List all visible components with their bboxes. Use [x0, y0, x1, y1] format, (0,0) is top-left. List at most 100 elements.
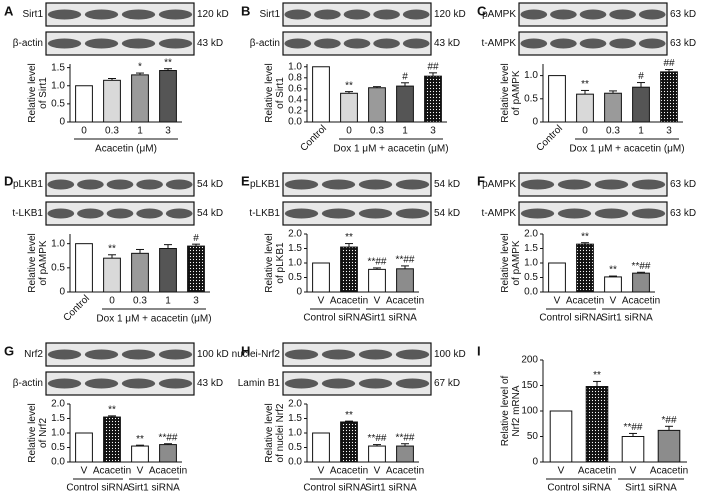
bar	[187, 245, 205, 293]
blot-band	[314, 9, 341, 20]
bar	[368, 445, 386, 463]
blot-label: β-actin	[13, 378, 43, 389]
blot-band	[165, 179, 193, 190]
y-tick-label: 100	[521, 406, 538, 417]
blot-label: t-AMPK	[482, 38, 517, 49]
blot-band	[609, 38, 636, 49]
blot-size: 67 kD	[434, 378, 460, 389]
bar	[396, 268, 414, 293]
bar	[632, 86, 650, 123]
x-tick-label: V	[554, 296, 561, 307]
significance-label: ##	[663, 58, 675, 69]
significance-label: **	[108, 405, 116, 416]
y-tick-label: 1.5	[51, 62, 65, 73]
blot-band	[121, 9, 156, 20]
blot-band	[638, 38, 666, 49]
bar	[660, 71, 678, 123]
blot-band	[631, 179, 666, 190]
y-tick-label: 1.0	[288, 61, 302, 72]
bar	[576, 93, 594, 123]
bar	[604, 92, 622, 123]
y-tick-label: 0	[532, 117, 538, 128]
x-tick-label: V	[318, 466, 325, 477]
y-axis-label-line: of pAMPK	[38, 240, 49, 285]
blot-band	[550, 9, 577, 20]
significance-label: **##	[624, 422, 643, 433]
blot-size: 43 kD	[197, 38, 223, 49]
blot-band	[579, 38, 607, 49]
blot-band	[358, 179, 393, 190]
blot-label: pLKB1	[250, 179, 280, 190]
bar	[103, 416, 121, 463]
panel-letter: D	[4, 173, 13, 188]
blot-band	[373, 9, 400, 20]
x-tick-label: Acacetin	[578, 466, 616, 477]
panel-letter: I	[477, 343, 481, 358]
significance-label: **##	[396, 432, 415, 443]
blot-size: 54 kD	[434, 179, 460, 190]
bar	[368, 87, 386, 123]
y-tick-label: 0.5	[51, 262, 65, 273]
y-tick-label: 1.5	[51, 413, 65, 424]
y-axis-label-line: of pLKB1	[275, 242, 286, 284]
blot-size: 54 kD	[197, 179, 223, 190]
blot-label: Sirt1	[22, 9, 43, 20]
bar	[340, 92, 358, 123]
blot-band	[343, 9, 371, 20]
y-tick-label: 0.5	[288, 272, 302, 283]
bar	[424, 75, 442, 123]
blot-band	[47, 208, 75, 219]
y-tick-label: 0	[296, 287, 302, 298]
blot-band	[136, 179, 163, 190]
significance-label: **	[581, 231, 589, 242]
blot-band	[47, 378, 82, 389]
significance-label: **	[609, 265, 617, 276]
bar	[657, 429, 681, 463]
blot-band	[557, 208, 592, 219]
y-tick-label: 2.0	[288, 229, 302, 240]
y-tick-label: 2.0	[524, 229, 538, 240]
blot-band	[594, 179, 629, 190]
y-axis-label-line: Relative level	[264, 233, 275, 292]
x-tick-label: 0	[109, 296, 115, 307]
y-tick-label: 0	[59, 117, 65, 128]
significance-label: **##	[159, 432, 178, 443]
x-tick-label: Acacetin	[93, 466, 131, 477]
blot-band	[395, 378, 430, 389]
x-tick-label: V	[318, 296, 325, 307]
blot-label: β-actin	[13, 38, 43, 49]
blot-band	[395, 179, 430, 190]
bar	[621, 436, 645, 463]
blot-band	[343, 38, 371, 49]
panel-letter: F	[477, 173, 485, 188]
group-label: Control siRNA	[303, 313, 367, 324]
y-axis-label: Relative levelof pAMPK	[27, 233, 49, 292]
y-tick-label: 0.8	[288, 72, 302, 83]
blot-label: Nrf2	[24, 349, 43, 360]
x-tick-label: 0.3	[133, 296, 147, 307]
panel-letter: H	[241, 343, 250, 358]
x-tick-label: 0	[81, 126, 87, 137]
y-axis-label: Relative level ofNrf2 mRNA	[500, 375, 522, 446]
blot-band	[631, 208, 666, 219]
group-label: Control siRNA	[303, 483, 367, 494]
bar	[576, 243, 594, 293]
y-axis-label-line: Nrf2 mRNA	[511, 385, 522, 436]
blot-band	[402, 9, 430, 20]
blot-band	[373, 38, 400, 49]
blot	[45, 342, 195, 367]
y-tick-label: 1.5	[288, 413, 302, 424]
x-tick-label: 0	[346, 126, 352, 137]
blot-size: 54 kD	[434, 208, 460, 219]
blot-label: nuclei-Nrf2	[232, 349, 281, 360]
blot-band	[284, 179, 319, 190]
y-tick-label: 200	[521, 355, 538, 366]
bar	[396, 85, 414, 123]
significance-label: ##	[427, 61, 439, 72]
x-axis-label: Dox 1 μM + acacetin (μM)	[333, 144, 448, 155]
blot-label: pLKB1	[13, 179, 43, 190]
x-tick-label: 3	[165, 126, 171, 137]
y-axis-label-line: of nuclei Nrf2	[275, 403, 286, 462]
x-axis-label: Dox 1 μM + acacetin (μM)	[96, 314, 211, 325]
bar	[103, 257, 121, 293]
